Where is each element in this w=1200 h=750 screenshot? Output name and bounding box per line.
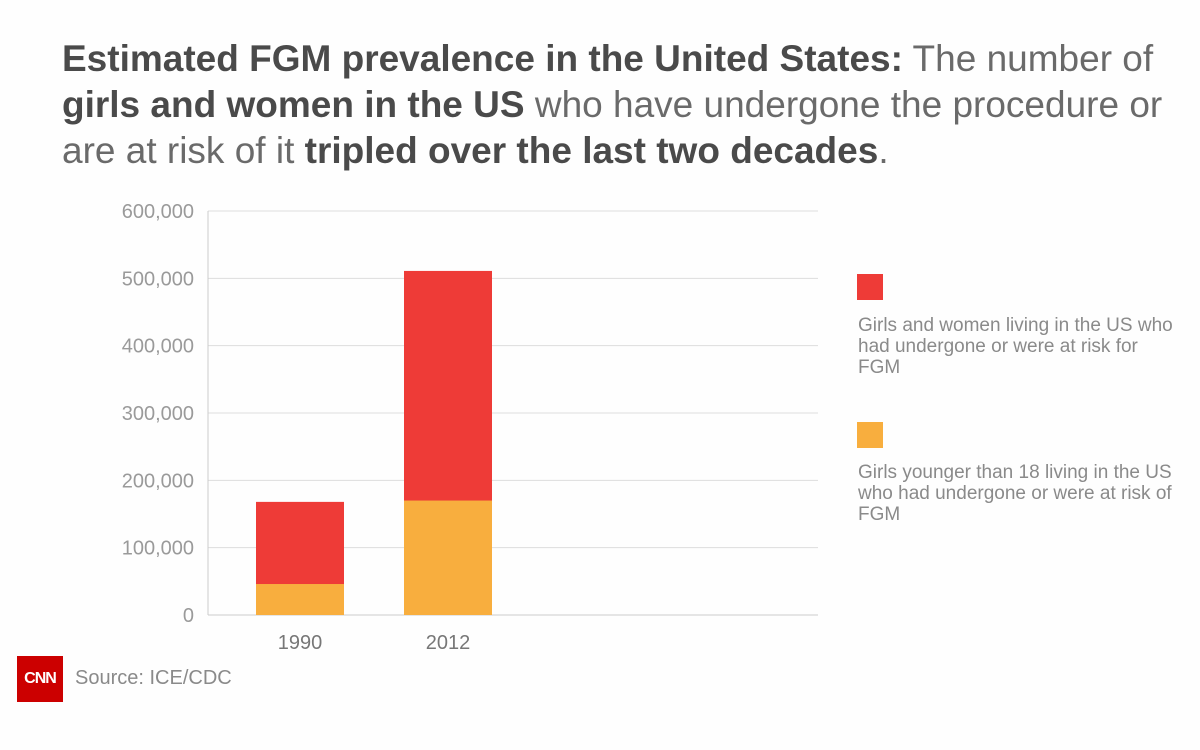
bar-under18-1990	[256, 584, 344, 615]
y-tick-label: 100,000	[122, 538, 194, 560]
chart-headline: Estimated FGM prevalence in the United S…	[62, 36, 1182, 174]
legend-label-red: Girls and women living in the US who had…	[858, 315, 1173, 378]
cnn-logo: CNN	[17, 656, 63, 702]
y-tick-label: 400,000	[122, 336, 194, 358]
y-tick-label: 300,000	[122, 403, 194, 425]
y-tick-label: 200,000	[122, 470, 194, 492]
headline-light-2: who have undergone the procedure or are …	[62, 84, 1163, 171]
y-tick-label: 0	[183, 605, 194, 627]
headline-bold-2: girls and women in the US	[62, 84, 525, 125]
x-category-label: 2012	[426, 632, 471, 654]
headline-bold-1: Estimated FGM prevalence in the United S…	[62, 38, 903, 79]
bar-under18-2012	[404, 500, 492, 615]
source-note: Source: ICE/CDC	[75, 667, 232, 689]
legend-swatch-orange	[857, 422, 883, 448]
headline-light-1: The number of	[902, 38, 1154, 79]
headline-bold-3: tripled over the last two decades	[304, 130, 879, 171]
x-category-label: 1990	[278, 632, 323, 654]
headline-period: .	[878, 130, 889, 171]
legend-swatch-red	[857, 274, 883, 300]
y-tick-label: 500,000	[122, 268, 194, 290]
y-tick-label: 600,000	[122, 201, 194, 223]
legend-label-orange: Girls younger than 18 living in the US w…	[858, 462, 1172, 525]
